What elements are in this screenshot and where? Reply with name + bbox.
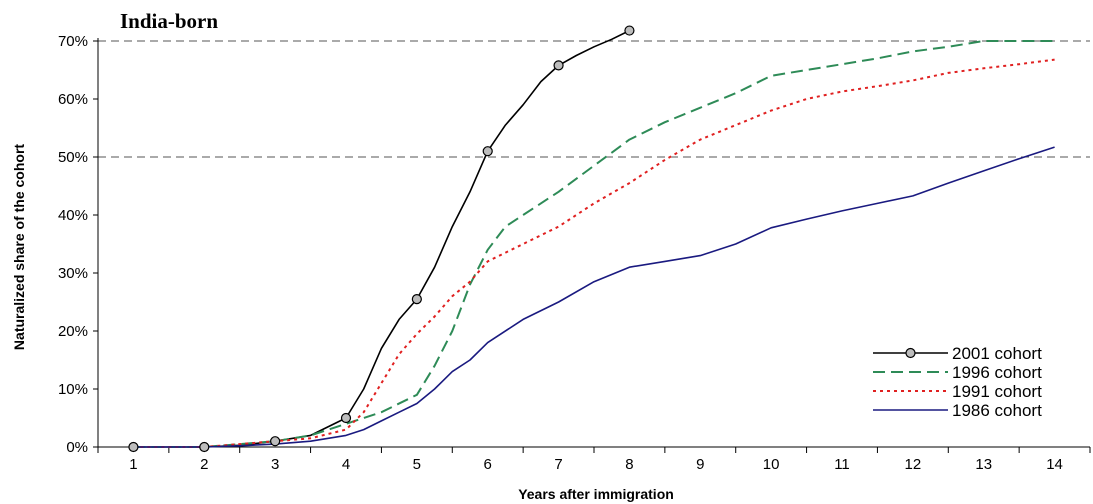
legend-label-0: 2001 cohort <box>952 344 1042 363</box>
x-tick-label: 12 <box>905 456 922 473</box>
series-marker <box>128 441 139 453</box>
y-tick-labels: 0% 10% 20% 30% 40% 50% 60% 70% <box>58 33 98 456</box>
series-marker <box>553 60 564 71</box>
series-line-1 <box>133 40 1055 448</box>
series-line-3 <box>133 146 1055 448</box>
series-line-2 <box>133 58 1055 448</box>
series-marker <box>340 412 352 424</box>
x-axis-label: Years after immigration <box>518 486 674 502</box>
x-tick-labels: 1 2 3 4 5 6 7 8 9 10 11 12 13 14 <box>97 447 1091 473</box>
x-tick-label: 10 <box>763 456 780 473</box>
x-tick-label: 11 <box>834 456 850 473</box>
legend-label-1: 1996 cohort <box>952 363 1042 382</box>
legend-marker <box>905 347 916 359</box>
y-tick-label: 70% <box>58 33 88 50</box>
x-tick-label: 14 <box>1046 456 1063 473</box>
y-tick-label: 0% <box>66 439 88 456</box>
y-tick-label: 40% <box>58 207 88 224</box>
x-tick-label: 7 <box>554 456 562 473</box>
x-tick-label: 4 <box>342 456 350 473</box>
legend-label-2: 1991 cohort <box>952 382 1042 401</box>
x-tick-label: 8 <box>625 456 633 473</box>
reference-lines <box>98 40 1090 158</box>
y-tick-label: 20% <box>58 323 88 340</box>
y-tick-label: 60% <box>58 91 88 108</box>
series-marker <box>270 436 281 447</box>
series-marker <box>624 25 635 36</box>
y-tick-label: 10% <box>58 381 88 398</box>
y-tick-label: 50% <box>58 149 88 166</box>
y-axis-label: Naturalized share of the cohort <box>11 144 27 350</box>
x-tick-label: 6 <box>484 456 492 473</box>
y-tick-label: 30% <box>58 265 88 282</box>
series-marker <box>411 294 422 305</box>
x-tick-label: 13 <box>975 456 992 473</box>
series-lines <box>133 29 1055 448</box>
axes <box>97 38 1090 448</box>
x-tick-label: 9 <box>696 456 704 473</box>
chart-title: India-born <box>120 9 218 33</box>
x-tick-label: 5 <box>413 456 421 473</box>
series-marker <box>199 441 210 453</box>
series-marker <box>482 146 493 157</box>
x-tick-label: 1 <box>129 456 137 473</box>
legend-label-3: 1986 cohort <box>952 401 1042 420</box>
x-tick-label: 3 <box>271 456 279 473</box>
series-markers <box>128 25 635 453</box>
series-line-0 <box>133 29 630 448</box>
x-tick-label: 2 <box>200 456 208 473</box>
